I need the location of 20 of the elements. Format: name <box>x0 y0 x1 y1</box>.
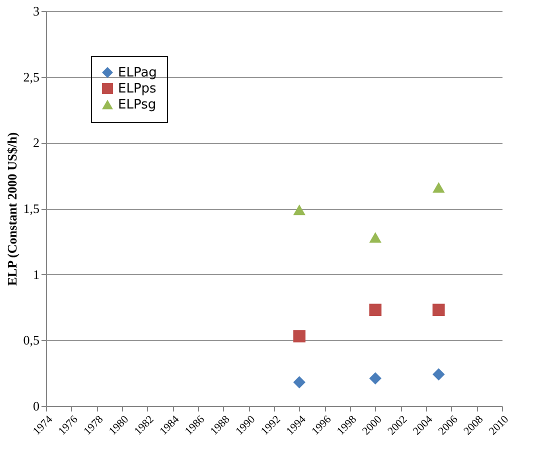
legend-label: ELPag <box>118 66 157 80</box>
point <box>293 204 306 216</box>
y-axis-title: ELP (Constant 2000 US$/h) <box>4 132 20 286</box>
point <box>432 368 445 381</box>
y-tick-label: 2 <box>33 135 40 150</box>
point <box>293 330 306 342</box>
y-tick-label: 1 <box>33 266 40 282</box>
point <box>369 232 382 243</box>
point <box>369 372 382 384</box>
point <box>432 182 445 193</box>
legend-label: ELPps <box>118 82 157 96</box>
y-tick-label: 2,5 <box>23 69 40 84</box>
y-tick-label: 3 <box>33 4 40 18</box>
legend-label: ELPsg <box>118 98 156 112</box>
y-tick-label: 0 <box>33 398 40 414</box>
point <box>369 304 382 316</box>
y-tick-label: 0,5 <box>23 332 40 348</box>
point <box>293 376 306 388</box>
y-tick-label: 1,5 <box>23 201 40 216</box>
point <box>432 304 445 316</box>
